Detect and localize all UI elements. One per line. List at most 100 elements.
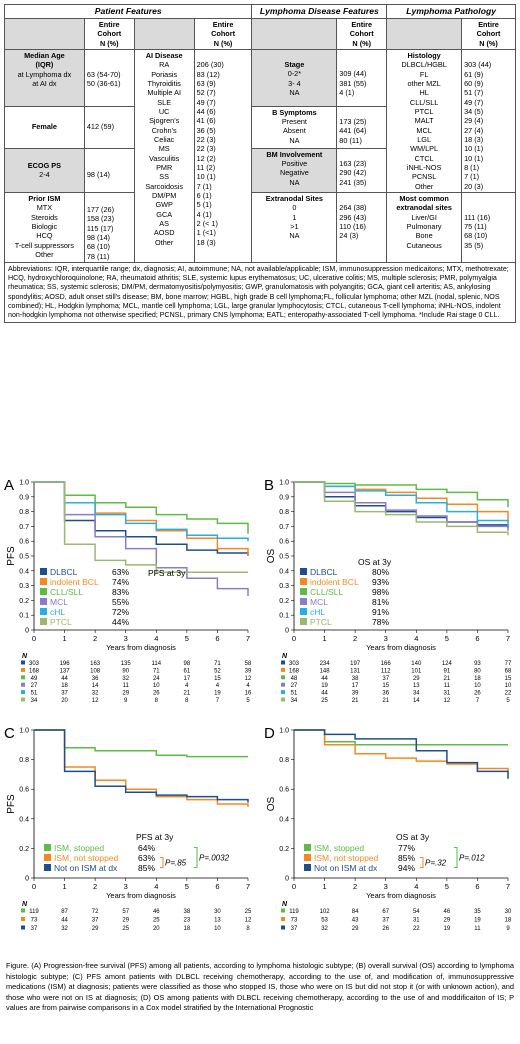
risk-count: 114: [151, 661, 161, 667]
legend-label: MCL: [50, 597, 68, 607]
risk-count: 29: [413, 676, 420, 682]
legend-label: CLL/SLL: [310, 587, 343, 597]
risk-count: 52: [214, 668, 221, 674]
risk-count: 71: [153, 668, 160, 674]
risk-count: 108: [90, 668, 101, 674]
x-tick-label: 3: [124, 634, 128, 643]
risk-count: 90: [122, 668, 129, 674]
risk-count: 12: [444, 698, 451, 704]
risk-row-swatch: [281, 690, 285, 695]
y-tick-label: 1.0: [279, 480, 289, 487]
legend-swatch: [40, 588, 47, 595]
risk-count: 101: [411, 668, 422, 674]
y-tick-label: 0.5: [19, 554, 29, 561]
y-tick-label: 1.0: [19, 480, 29, 487]
summary-table: Patient Features Lymphoma Disease Featur…: [3, 4, 516, 324]
col-label-4: Entire Cohort N (%): [461, 18, 516, 50]
risk-count: 21: [444, 676, 451, 682]
risk-count: 119: [289, 909, 299, 915]
risk-row-swatch: [21, 690, 25, 695]
legend-label: ISM, stopped: [314, 843, 364, 853]
legend-label: MCL: [310, 597, 328, 607]
legend-value: 44%: [112, 617, 129, 627]
risk-count: 8: [246, 926, 250, 932]
risk-count: 11: [474, 926, 481, 932]
risk-count: 37: [291, 926, 298, 932]
corner-cell: [4, 18, 85, 50]
risk-count: 10: [505, 683, 512, 689]
x-tick-label: 0: [32, 882, 36, 891]
x-tick-label: 7: [506, 882, 510, 891]
risk-count: 51: [291, 691, 298, 697]
y-tick-label: 0.4: [279, 816, 289, 823]
x-tick-label: 3: [124, 882, 128, 891]
p-value-inner: P=.32: [425, 859, 447, 868]
risk-count: 17: [352, 683, 359, 689]
risk-count: 166: [381, 661, 392, 667]
risk-count: 29: [444, 918, 451, 924]
x-axis-label: Years from diagnosis: [366, 643, 436, 652]
legend-title: PFS at 3y: [148, 568, 186, 578]
x-tick-label: 4: [154, 882, 158, 891]
y-tick-label: 0.5: [279, 554, 289, 561]
ecog-label: ECOG PS 2-4: [4, 147, 85, 193]
risk-count: 37: [382, 676, 389, 682]
km-curve-ism-not-stopped: [34, 729, 249, 807]
legend-value: 83%: [112, 587, 129, 597]
risk-count: 51: [31, 691, 38, 697]
risk-row-swatch: [21, 925, 25, 930]
risk-count: 14: [413, 698, 420, 704]
risk-count: 9: [124, 698, 128, 704]
legend-value: 74%: [112, 577, 129, 587]
risk-count: 5: [246, 698, 250, 704]
risk-count: 9: [506, 926, 510, 932]
panel-letter: D: [264, 725, 275, 742]
col-label-1: Entire Cohort N (%): [83, 18, 135, 50]
y-tick-label: 0.4: [19, 568, 29, 575]
b-symptoms-labels: B Symptoms Present Absent NA: [251, 105, 338, 149]
median-age-label: Median Age (IQR) at Lymphoma dx at AI dx: [4, 48, 85, 107]
risk-count: 112: [381, 668, 391, 674]
risk-count: 25: [153, 918, 160, 924]
risk-count: 27: [31, 683, 38, 689]
y-axis-label: PFS: [6, 546, 17, 566]
risk-count: 24: [153, 676, 160, 682]
risk-count: 21: [382, 698, 389, 704]
legend-value: 55%: [112, 597, 129, 607]
y-tick-label: 0.4: [19, 816, 29, 823]
panel-letter: A: [4, 477, 14, 494]
risk-row-swatch: [21, 667, 25, 672]
risk-count: 11: [123, 683, 130, 689]
km-curve-ism-not-stopped: [294, 729, 509, 772]
risk-count: 119: [29, 909, 39, 915]
risk-count: 34: [291, 698, 298, 704]
km-curve-ptcl: [294, 481, 509, 536]
risk-count: 25: [321, 698, 328, 704]
risk-count: 16: [245, 691, 252, 697]
x-tick-label: 1: [322, 634, 326, 643]
p-value-inner: P=.85: [165, 859, 187, 868]
x-tick-label: 7: [246, 882, 250, 891]
col-label-2: Entire Cohort N (%): [193, 18, 253, 50]
p-value-outer: P=.012: [459, 854, 485, 863]
risk-count: 15: [505, 676, 512, 682]
risk-count: 19: [444, 926, 451, 932]
col-label-3: Entire Cohort N (%): [336, 18, 388, 50]
km-curve-not-on-ism-at-dx: [294, 729, 509, 779]
y-tick-label: 1.0: [279, 728, 289, 735]
x-tick-label: 5: [185, 634, 189, 643]
risk-count: 36: [92, 676, 99, 682]
ai-disease-values: 206 (30) 83 (12) 63 (9) 52 (7) 49 (7) 44 (6) 4…: [193, 48, 253, 263]
risk-count: 10: [474, 683, 481, 689]
x-tick-label: 3: [384, 882, 388, 891]
risk-count: 197: [350, 661, 361, 667]
x-tick-label: 0: [292, 882, 296, 891]
y-tick-label: 0.1: [279, 613, 289, 620]
risk-row-swatch: [21, 682, 25, 687]
risk-count: 35: [474, 909, 481, 915]
risk-count: 49: [31, 676, 38, 682]
legend-value: 81%: [372, 597, 389, 607]
x-tick-label: 5: [185, 882, 189, 891]
legend-swatch: [40, 568, 47, 575]
